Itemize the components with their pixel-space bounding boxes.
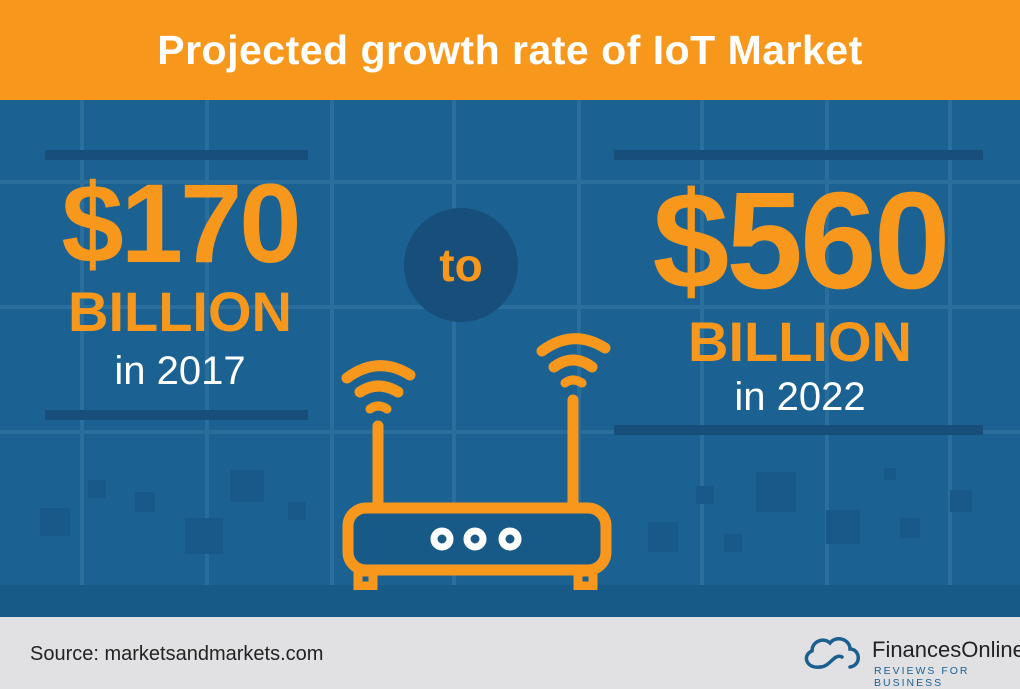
- divider: [614, 150, 983, 160]
- brand-tagline: REVIEWS FOR BUSINESS: [874, 665, 970, 689]
- brand-name: FinancesOnline: [872, 637, 1020, 662]
- end-unit: BILLION: [688, 310, 912, 373]
- start-amount: $170: [61, 161, 301, 286]
- end-year: in 2022: [734, 375, 866, 419]
- source-text: Source: marketsandmarkets.com: [30, 643, 324, 665]
- infographic-body: $170 BILLION in 2017 to $560 BILLION in …: [0, 100, 1020, 617]
- to-connector: to: [404, 208, 518, 322]
- header-banner: Projected growth rate of IoT Market: [0, 0, 1020, 100]
- divider: [45, 410, 308, 420]
- divider: [45, 150, 308, 160]
- start-unit: BILLION: [68, 280, 292, 343]
- wifi-router-icon: [341, 333, 612, 590]
- footer: Source: marketsandmarkets.com FinancesOn…: [0, 617, 1020, 689]
- divider: [614, 425, 983, 435]
- start-year: in 2017: [114, 349, 246, 393]
- cloud-logo-icon: [804, 637, 860, 669]
- end-amount: $560: [652, 164, 951, 318]
- page-title: Projected growth rate of IoT Market: [157, 26, 863, 73]
